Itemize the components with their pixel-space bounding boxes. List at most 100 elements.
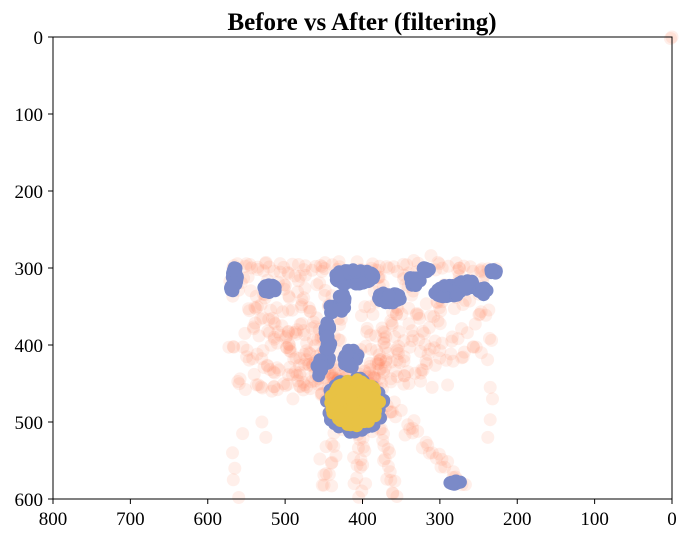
data-point-before [377,427,390,441]
data-point-before [259,256,273,270]
data-point-before [247,322,261,336]
data-point-before [238,383,252,396]
data-point-before [270,301,284,315]
data-point-before [457,345,471,359]
data-point-before [377,366,391,380]
data-point-before [267,380,281,394]
data-point-before [363,356,377,370]
data-point-before [367,368,381,382]
data-point-before [358,444,372,458]
data-point-before [254,312,268,326]
data-point-before [322,467,336,481]
data-point-before [264,303,278,317]
data-point-before [392,346,406,360]
data-point-before [232,377,246,391]
data-point-before [302,301,316,315]
data-point-after [392,291,406,305]
data-point-before [388,474,402,488]
data-point-before [358,300,372,314]
data-point-before [249,301,263,315]
data-point-before [414,345,427,358]
data-point-after-core [351,375,365,388]
data-point-before [455,322,469,336]
data-point-before [356,440,370,454]
data-point-before [254,380,268,394]
data-point-before [267,380,281,394]
data-point-before [355,309,368,323]
data-point-before [391,344,405,358]
data-point-before [325,455,339,469]
data-point-before [275,319,289,333]
data-point-before [438,460,452,474]
data-point-before [381,346,395,360]
data-point-before [441,259,455,273]
data-point-before [298,328,312,342]
data-point-before [485,333,499,347]
data-point-before [257,361,271,374]
data-point-before [469,340,483,354]
data-point-before [375,321,389,335]
data-point-before [472,308,486,322]
data-point-before [482,303,496,317]
data-point-before [483,331,496,345]
data-point-before [318,283,332,297]
data-point-before [315,264,329,278]
data-point-before [463,260,477,274]
data-point-before [418,338,432,352]
x-tick-label: 100 [580,509,609,530]
data-point-before [483,413,497,427]
data-point-before [374,362,388,375]
data-point-before [299,353,313,367]
data-point-before [380,472,394,486]
data-point-after-core [332,412,345,426]
data-point-before [383,446,396,460]
data-point-after [484,263,498,277]
data-point-before [456,350,470,364]
data-point-before [259,255,273,269]
data-point-before [282,289,296,303]
data-point-before [384,405,398,419]
data-point-before [291,285,305,299]
data-point-before [248,316,262,330]
data-point-before [401,365,415,379]
data-point-before [303,305,317,318]
data-point-before [317,478,331,492]
data-point-before [391,339,405,353]
data-point-before [355,484,369,498]
data-point-before [309,259,323,273]
data-point-before [278,278,292,292]
data-point-before [300,380,314,394]
data-point-before [371,357,385,370]
x-tick-label: 300 [426,509,455,530]
data-point-before [287,352,301,366]
data-point-after [437,279,451,293]
data-point-before [262,326,276,340]
data-point-before [383,465,397,479]
data-point-before [386,486,399,500]
data-point-before [295,298,309,312]
data-point-before [379,340,393,354]
data-point-before [479,308,493,322]
data-point-before [277,260,291,274]
data-point-before [226,473,240,487]
data-point-before [288,325,302,339]
data-point-before [236,427,250,441]
y-tick-label: 100 [15,105,44,126]
data-point-before [402,301,416,315]
data-point-before [407,414,421,428]
data-point-before [389,307,403,321]
data-point-before [425,380,439,394]
data-point-before [401,418,415,432]
data-point-before [300,336,314,350]
data-point-before [451,264,465,278]
data-point-before [359,477,373,491]
data-point-before [296,383,310,397]
data-point-after [436,290,450,304]
data-point-before [293,380,307,394]
data-point-before [310,311,324,325]
data-point-before [250,300,264,314]
data-point-before [241,270,255,284]
data-point-before [280,329,294,343]
